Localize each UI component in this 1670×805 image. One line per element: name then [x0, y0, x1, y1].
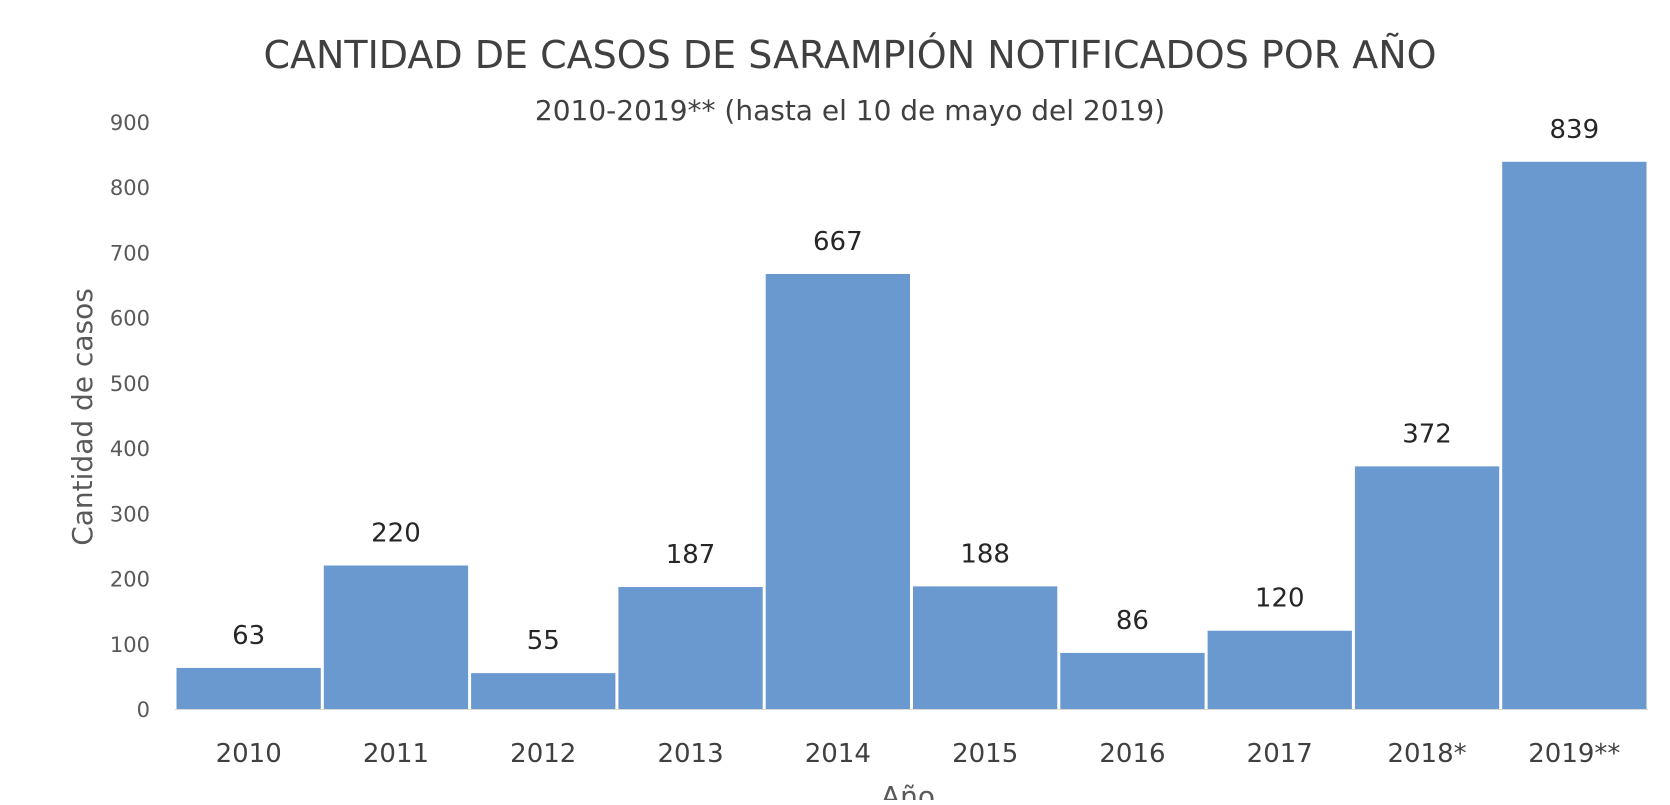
x-tick-label: 2018*: [1387, 739, 1466, 769]
y-tick-label: 400: [110, 437, 150, 461]
x-tick-label: 2017: [1247, 739, 1313, 769]
bar: [1502, 161, 1647, 710]
data-label: 63: [232, 621, 265, 651]
y-tick-label: 300: [110, 502, 150, 526]
data-label: 667: [813, 227, 863, 257]
x-tick-label: 2016: [1099, 739, 1165, 769]
chart-title: CANTIDAD DE CASOS DE SARAMPIÓN NOTIFICAD…: [263, 33, 1436, 77]
y-tick-label: 800: [110, 176, 150, 200]
y-tick-label: 600: [110, 307, 150, 331]
data-label: 187: [666, 540, 716, 570]
data-labels-group: 63 220 55 187 667 188 86 120 372 839: [232, 115, 1599, 656]
y-tick-label: 200: [110, 568, 150, 592]
x-tick-label: 2012: [510, 739, 576, 769]
chart-subtitle: 2010-2019** (hasta el 10 de mayo del 201…: [535, 94, 1165, 127]
y-tick-label: 0: [137, 698, 150, 722]
bar: [913, 586, 1058, 709]
bar: [176, 667, 321, 709]
data-label: 839: [1550, 115, 1600, 145]
data-label: 86: [1116, 606, 1149, 636]
bar: [1060, 652, 1205, 709]
x-tick-label: 2015: [952, 739, 1018, 769]
y-axis-label: Cantidad de casos: [66, 288, 99, 546]
x-tick-label: 2014: [805, 739, 871, 769]
bar: [1207, 630, 1352, 709]
y-tick-label: 700: [110, 241, 150, 265]
bar: [471, 673, 616, 709]
x-tick-label: 2019**: [1528, 739, 1620, 769]
data-label: 55: [527, 626, 560, 656]
bar: [765, 273, 910, 709]
bar: [1354, 466, 1500, 709]
x-tick-label: 2010: [216, 739, 282, 769]
x-tick-label: 2011: [363, 739, 429, 769]
x-axis-ticks: 2010 2011 2012 2013 2014 2015 2016 2017 2018* 201…: [216, 739, 1621, 769]
data-label: 188: [960, 539, 1010, 569]
data-label: 120: [1255, 584, 1305, 614]
y-tick-label: 900: [110, 111, 150, 135]
x-axis-label: Año: [881, 780, 935, 800]
bar: [618, 587, 763, 709]
y-tick-label: 100: [110, 633, 150, 657]
data-label: 220: [371, 519, 421, 549]
y-tick-label: 500: [110, 372, 150, 396]
x-tick-label: 2013: [657, 739, 723, 769]
bars-group: [176, 161, 1647, 710]
y-axis-ticks: 0 100 200 300 400 500 600 700 800 900: [110, 111, 150, 722]
data-label: 372: [1402, 419, 1452, 449]
bar: [323, 565, 469, 709]
